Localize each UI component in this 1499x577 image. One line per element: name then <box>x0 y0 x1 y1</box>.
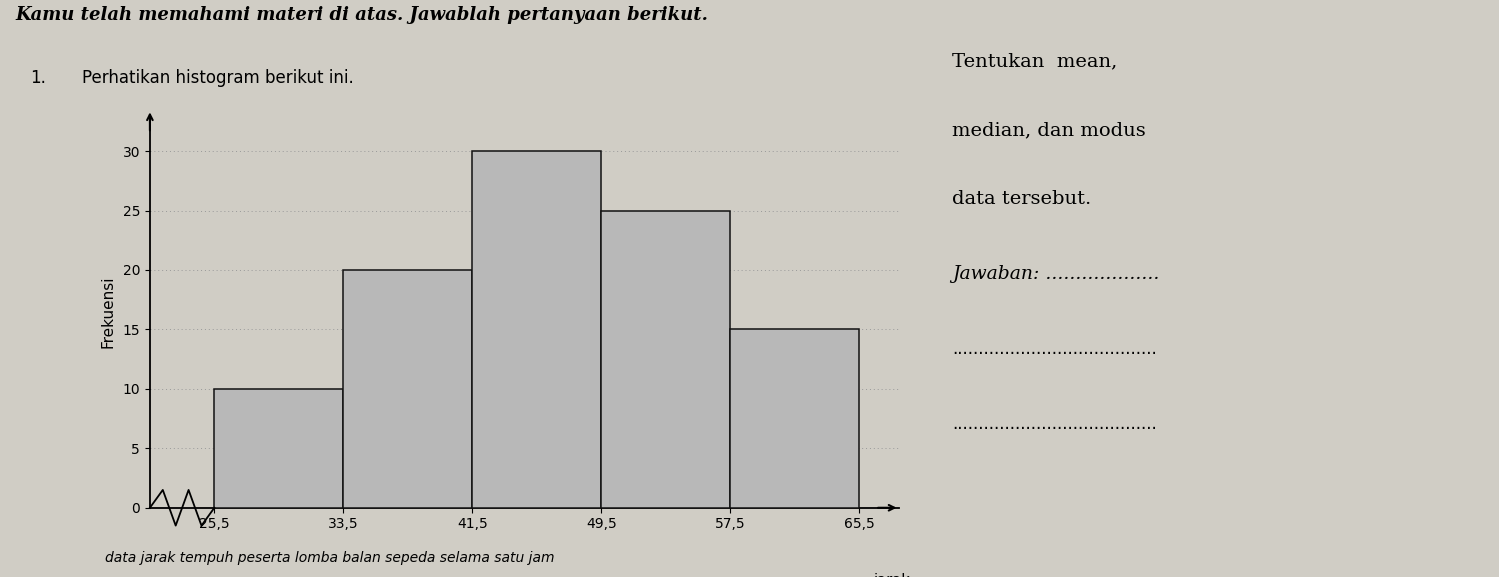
Text: Jawaban: ...................: Jawaban: ................... <box>952 265 1159 283</box>
Text: Kamu telah memahami materi di atas. Jawablah pertanyaan berikut.: Kamu telah memahami materi di atas. Jawa… <box>15 6 708 24</box>
Text: .......................................: ....................................... <box>952 415 1157 433</box>
Text: data tersebut.: data tersebut. <box>952 190 1091 208</box>
Bar <box>601 211 730 508</box>
Text: Tentukan  mean,: Tentukan mean, <box>952 52 1117 70</box>
Y-axis label: Frekuensi: Frekuensi <box>100 275 115 348</box>
Bar <box>472 151 601 508</box>
Bar <box>730 329 859 508</box>
Text: Perhatikan histogram berikut ini.: Perhatikan histogram berikut ini. <box>82 69 354 87</box>
Text: .......................................: ....................................... <box>952 340 1157 358</box>
Text: data jarak tempuh peserta lomba balan sepeda selama satu jam: data jarak tempuh peserta lomba balan se… <box>105 552 555 565</box>
Text: median, dan modus: median, dan modus <box>952 121 1145 139</box>
Text: jarak: jarak <box>872 573 910 577</box>
Bar <box>343 270 472 508</box>
Bar <box>214 389 343 508</box>
Text: 1.: 1. <box>30 69 46 87</box>
